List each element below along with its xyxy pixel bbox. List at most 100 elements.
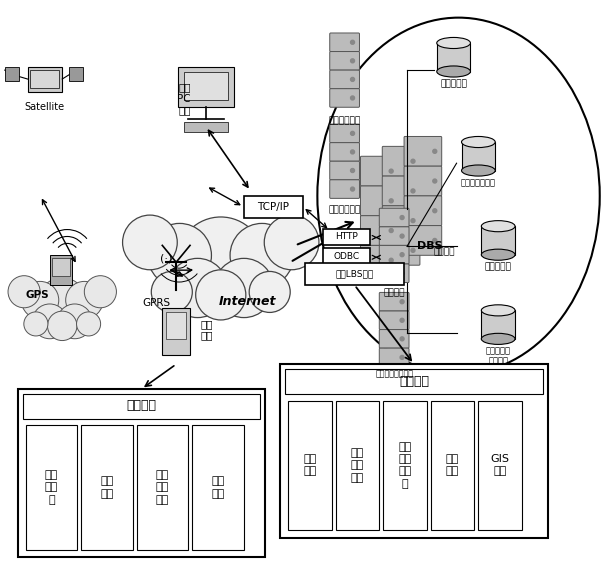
Circle shape: [350, 168, 355, 172]
Text: 校园LBS平台: 校园LBS平台: [335, 270, 374, 279]
FancyBboxPatch shape: [330, 51, 359, 70]
Text: GPS: GPS: [25, 290, 49, 300]
Circle shape: [84, 276, 116, 308]
Text: 情景
封包
管理: 情景 封包 管理: [351, 448, 364, 482]
Circle shape: [350, 78, 355, 82]
Circle shape: [411, 159, 415, 163]
FancyBboxPatch shape: [361, 156, 398, 186]
Bar: [162, 308, 190, 355]
Bar: [50, 255, 72, 285]
Bar: [383, 401, 427, 529]
Circle shape: [389, 169, 393, 173]
Bar: [192, 425, 244, 550]
Bar: [323, 228, 370, 246]
FancyBboxPatch shape: [379, 208, 409, 227]
FancyBboxPatch shape: [379, 227, 409, 246]
Circle shape: [148, 223, 211, 287]
FancyBboxPatch shape: [379, 246, 409, 264]
Text: 地理数据服务: 地理数据服务: [329, 116, 361, 126]
Text: 协作服务: 协作服务: [384, 288, 405, 297]
Text: Satellite: Satellite: [24, 102, 65, 112]
FancyBboxPatch shape: [330, 89, 359, 107]
Circle shape: [411, 248, 415, 252]
Bar: [22, 394, 260, 419]
FancyBboxPatch shape: [361, 186, 398, 216]
Text: ODBC: ODBC: [333, 252, 359, 261]
Bar: [244, 196, 303, 218]
Bar: [69, 67, 83, 81]
Ellipse shape: [437, 38, 471, 49]
Bar: [184, 72, 227, 100]
FancyBboxPatch shape: [330, 70, 359, 89]
Text: HTTP: HTTP: [335, 232, 358, 241]
Circle shape: [37, 278, 88, 329]
FancyBboxPatch shape: [404, 196, 442, 226]
Bar: [285, 369, 543, 394]
Ellipse shape: [482, 333, 515, 344]
Circle shape: [214, 258, 273, 317]
Bar: [288, 401, 332, 529]
Circle shape: [400, 216, 404, 219]
FancyBboxPatch shape: [330, 180, 359, 198]
Text: 用户信息管理服务: 用户信息管理服务: [375, 369, 413, 378]
Circle shape: [389, 199, 393, 203]
Text: 个人
PC
终端: 个人 PC 终端: [177, 82, 191, 115]
Circle shape: [8, 276, 40, 308]
Ellipse shape: [462, 165, 495, 176]
Circle shape: [32, 304, 67, 339]
Circle shape: [77, 312, 100, 336]
Bar: [52, 258, 70, 276]
Circle shape: [57, 304, 92, 339]
Circle shape: [24, 312, 48, 336]
Ellipse shape: [437, 66, 471, 77]
Circle shape: [66, 282, 103, 319]
Circle shape: [350, 41, 355, 44]
Circle shape: [168, 258, 227, 317]
Text: 协作数据库: 协作数据库: [485, 262, 512, 271]
Circle shape: [350, 150, 355, 154]
Bar: [437, 43, 471, 71]
FancyBboxPatch shape: [382, 235, 420, 265]
FancyBboxPatch shape: [404, 226, 442, 255]
FancyBboxPatch shape: [361, 246, 398, 275]
FancyBboxPatch shape: [361, 216, 398, 246]
Text: 地理数据库: 地理数据库: [440, 79, 467, 88]
Bar: [431, 401, 474, 529]
Bar: [323, 248, 370, 265]
Circle shape: [400, 253, 404, 256]
Bar: [479, 401, 522, 529]
Circle shape: [21, 282, 59, 319]
Text: 系统
初始
化: 系统 初始 化: [45, 470, 58, 505]
Bar: [305, 263, 404, 285]
FancyBboxPatch shape: [404, 166, 442, 196]
Text: 协作服务: 协作服务: [434, 248, 456, 257]
Bar: [280, 364, 548, 537]
FancyBboxPatch shape: [330, 33, 359, 51]
Ellipse shape: [482, 305, 515, 316]
Circle shape: [400, 271, 404, 275]
Circle shape: [400, 300, 404, 304]
FancyBboxPatch shape: [379, 348, 409, 367]
Ellipse shape: [482, 220, 515, 232]
FancyBboxPatch shape: [330, 124, 359, 143]
Circle shape: [400, 355, 404, 359]
Text: TCP/IP: TCP/IP: [257, 202, 289, 212]
Circle shape: [411, 189, 415, 193]
Bar: [166, 312, 186, 340]
FancyBboxPatch shape: [379, 329, 409, 348]
FancyBboxPatch shape: [330, 143, 359, 161]
Circle shape: [264, 215, 319, 270]
Text: 用户
管理: 用户 管理: [303, 454, 316, 476]
FancyBboxPatch shape: [379, 264, 409, 283]
Circle shape: [400, 234, 404, 238]
Bar: [18, 389, 266, 557]
FancyBboxPatch shape: [404, 136, 442, 166]
Text: 通信
协同: 通信 协同: [100, 476, 114, 498]
Text: 相关
信息
服务: 相关 信息 服务: [155, 470, 169, 505]
Circle shape: [433, 179, 437, 183]
Circle shape: [350, 187, 355, 191]
Bar: [178, 67, 234, 107]
Text: GIS
管理: GIS 管理: [491, 454, 509, 476]
Text: 位置
分析: 位置 分析: [211, 476, 224, 498]
Circle shape: [400, 318, 404, 322]
